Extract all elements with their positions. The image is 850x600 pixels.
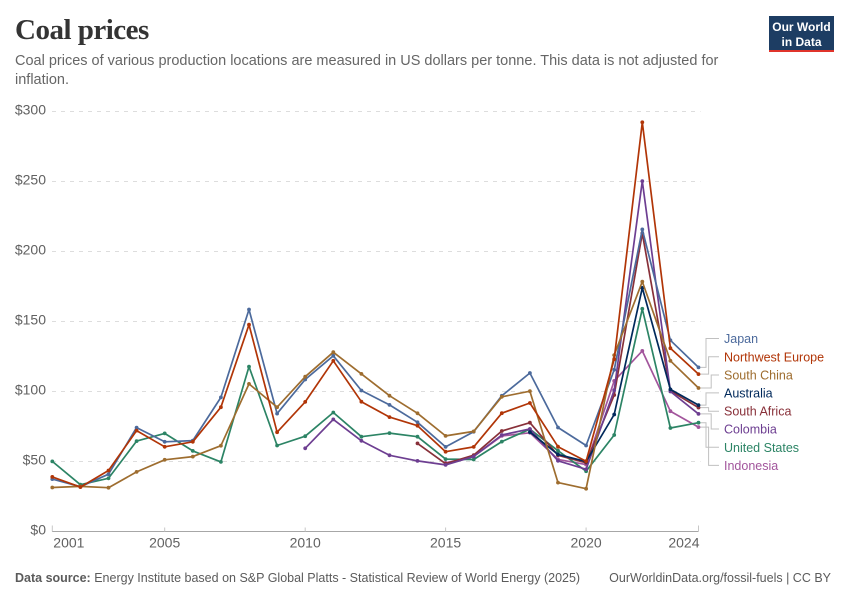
- svg-text:$300: $300: [15, 102, 46, 118]
- svg-text:2015: 2015: [430, 535, 461, 551]
- svg-text:$50: $50: [23, 452, 47, 468]
- svg-text:South Africa: South Africa: [724, 405, 791, 419]
- svg-text:2020: 2020: [571, 535, 602, 551]
- svg-text:$250: $250: [15, 172, 46, 188]
- svg-text:$100: $100: [15, 382, 46, 398]
- svg-text:2005: 2005: [149, 535, 180, 551]
- svg-text:Colombia: Colombia: [724, 423, 777, 437]
- svg-text:$150: $150: [15, 312, 46, 328]
- svg-text:South China: South China: [724, 369, 793, 383]
- svg-text:2010: 2010: [290, 535, 321, 551]
- svg-text:Northwest Europe: Northwest Europe: [724, 350, 824, 364]
- svg-text:2001: 2001: [53, 535, 84, 551]
- svg-text:2024: 2024: [668, 535, 699, 551]
- svg-text:Australia: Australia: [724, 386, 773, 400]
- svg-text:Indonesia: Indonesia: [724, 459, 778, 473]
- svg-text:$200: $200: [15, 242, 46, 258]
- svg-text:$0: $0: [30, 522, 46, 538]
- svg-text:United States: United States: [724, 441, 799, 455]
- svg-text:Japan: Japan: [724, 332, 758, 346]
